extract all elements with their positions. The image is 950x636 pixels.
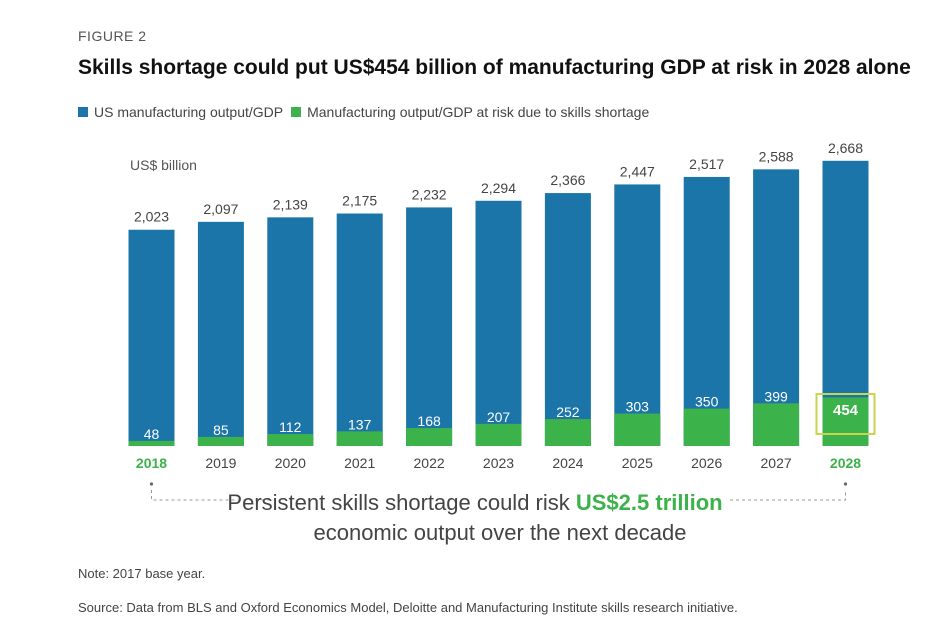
bar-at-risk-2026 [683, 408, 730, 446]
x-tick-2027: 2027 [761, 455, 792, 471]
x-tick-2024: 2024 [552, 455, 583, 471]
callout-line-2: economic output over the next decade [313, 520, 687, 545]
legend-swatch-total [78, 107, 88, 117]
x-tick-2021: 2021 [344, 455, 375, 471]
legend-label-total: US manufacturing output/GDP [94, 104, 284, 120]
label-at-risk-2024: 252 [556, 404, 580, 420]
legend-label-at-risk: Manufacturing output/GDP at risk due to … [307, 104, 650, 120]
label-total-2020: 2,139 [273, 196, 308, 212]
label-at-risk-2025: 303 [626, 399, 650, 415]
bar-total-2025 [614, 184, 661, 446]
label-total-2026: 2,517 [689, 156, 724, 172]
chart-title: Skills shortage could put US$454 billion… [78, 56, 911, 79]
label-at-risk-2026: 350 [695, 394, 719, 410]
label-total-2022: 2,232 [412, 186, 447, 202]
bar-at-risk-2019 [197, 436, 244, 446]
bracket-line [151, 490, 846, 501]
bar-total-2022 [406, 207, 453, 446]
source: Source: Data from BLS and Oxford Economi… [78, 600, 738, 615]
bar-at-risk-2023 [475, 423, 522, 446]
label-at-risk-2022: 168 [417, 413, 441, 429]
label-total-2025: 2,447 [620, 163, 655, 179]
legend: US manufacturing output/GDP Manufacturin… [78, 104, 657, 120]
label-total-2021: 2,175 [342, 193, 377, 209]
bar-at-risk-2025 [614, 413, 661, 446]
bar-total-2018 [128, 229, 175, 446]
figure-label: FIGURE 2 [78, 28, 147, 44]
legend-item-total: US manufacturing output/GDP [78, 104, 283, 120]
x-tick-2025: 2025 [622, 455, 653, 471]
bracket-dot-right [843, 482, 848, 486]
label-at-risk-2027: 399 [764, 388, 788, 404]
x-tick-2020: 2020 [275, 455, 306, 471]
bar-at-risk-2020 [267, 434, 314, 446]
callout-line-1: Persistent skills shortage could risk US… [0, 490, 950, 516]
bar-total-2020 [267, 217, 314, 446]
label-at-risk-2018: 48 [144, 426, 160, 442]
callout-prefix: Persistent skills shortage could risk [227, 490, 576, 515]
bar-at-risk-2018 [128, 440, 175, 446]
bar-total-2026 [683, 176, 730, 446]
bar-total-2019 [197, 221, 244, 446]
x-tick-2026: 2026 [691, 455, 722, 471]
label-total-2018: 2,023 [134, 209, 169, 225]
legend-swatch-at-risk [291, 107, 302, 117]
x-tick-2018: 2018 [136, 455, 167, 471]
label-at-risk-2019: 85 [213, 422, 229, 438]
label-total-2028: 2,668 [828, 140, 863, 156]
callout-highlight: US$2.5 trillion [575, 490, 723, 515]
x-tick-2022: 2022 [414, 455, 445, 471]
bar-at-risk-2024 [544, 419, 591, 446]
bar-total-2024 [544, 193, 591, 446]
bar-at-risk-2022 [406, 428, 453, 446]
bar-total-2023 [475, 200, 522, 446]
label-total-2027: 2,588 [759, 148, 794, 164]
label-at-risk-2028: 454 [833, 402, 859, 419]
bracket-dot-left [149, 482, 154, 486]
unit-label: US$ billion [130, 157, 197, 173]
note: Note: 2017 base year. [78, 566, 206, 581]
label-at-risk-2021: 137 [348, 416, 372, 432]
bar-at-risk-2028 [822, 397, 869, 446]
bar-total-2021 [336, 213, 383, 446]
x-tick-2028: 2028 [830, 455, 861, 471]
label-total-2024: 2,366 [550, 172, 585, 188]
bar-at-risk-2027 [753, 403, 800, 446]
bar-total-2027 [753, 169, 800, 446]
label-at-risk-2023: 207 [487, 409, 511, 425]
x-tick-2023: 2023 [483, 455, 514, 471]
legend-item-at-risk: Manufacturing output/GDP at risk due to … [291, 104, 649, 120]
label-total-2019: 2,097 [203, 201, 238, 217]
highlight-box-2028 [815, 393, 876, 435]
bar-at-risk-2021 [336, 431, 383, 446]
label-total-2023: 2,294 [481, 180, 516, 196]
label-at-risk-2020: 112 [279, 419, 302, 435]
x-tick-2019: 2019 [205, 455, 236, 471]
